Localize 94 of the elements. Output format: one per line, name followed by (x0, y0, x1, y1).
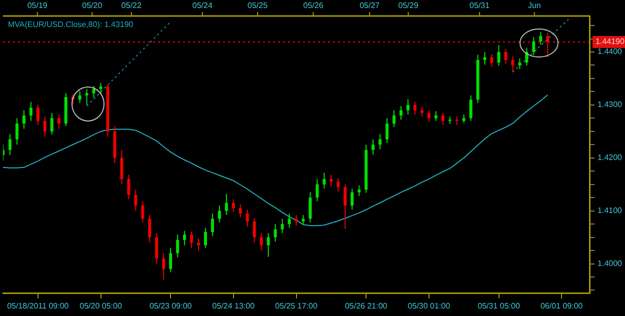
candlestick (316, 178, 319, 202)
candlestick (204, 227, 207, 248)
candlestick (546, 32, 550, 58)
y-tick-label: 1.4300 (598, 100, 623, 110)
candlestick (483, 52, 486, 66)
candlestick (22, 110, 26, 130)
candlestick (406, 98, 410, 115)
ref-line-label: 1.44190 (596, 37, 625, 46)
y-tick-label: 1.4100 (598, 206, 623, 216)
candlestick (78, 90, 82, 104)
candlestick (330, 174, 333, 187)
candlestick (169, 247, 172, 273)
candlestick (232, 198, 235, 212)
candlestick (148, 214, 152, 244)
candlestick (518, 58, 522, 70)
x-tick-label: 05/24 13:00 (212, 301, 256, 310)
candlestick (469, 94, 472, 122)
candlestick (288, 212, 291, 228)
candlestick (358, 184, 361, 196)
candlestick (280, 218, 284, 234)
candlestick (504, 48, 508, 64)
candlestick (372, 138, 375, 156)
candlestick (420, 106, 424, 118)
candlestick (308, 192, 312, 223)
candlestick (43, 116, 46, 138)
text: 05/25 (248, 1, 268, 10)
text: MVA(EUR/USD.Close,80): 1.43190 (8, 20, 134, 30)
candlestick (183, 230, 186, 246)
text: 05/31 (470, 1, 490, 10)
candlestick (260, 232, 263, 252)
y-tick-label: 1.4000 (598, 258, 623, 268)
candlestick (155, 232, 158, 264)
candlestick (36, 104, 40, 126)
candlestick (344, 184, 347, 230)
candlestick (238, 204, 242, 218)
candlestick (497, 44, 500, 66)
text: 05/26 (303, 1, 324, 10)
candlestick (441, 112, 444, 126)
x-tick-label: 05/30 01:00 (408, 301, 451, 310)
candlestick (134, 189, 138, 212)
candlestick (539, 31, 542, 46)
candlestick (218, 205, 221, 223)
candlestick (162, 252, 166, 280)
text: 05/27 (360, 1, 380, 10)
candlestick (210, 212, 214, 237)
candlestick (294, 214, 298, 226)
candlestick (434, 110, 438, 122)
x-tick-label: 05/31 05:00 (478, 301, 520, 310)
y-tick-label: 1.4400 (598, 47, 623, 56)
candlestick (57, 114, 60, 130)
candlestick (350, 188, 354, 210)
candlestick (120, 149, 124, 185)
text: 05/19 (27, 1, 48, 10)
candlestick (8, 134, 12, 156)
candlestick (386, 118, 389, 144)
candlestick (224, 193, 228, 216)
candlestick (490, 54, 494, 68)
candlestick (532, 36, 536, 56)
candlestick (266, 232, 270, 258)
candlestick (197, 238, 200, 252)
text: 05/29 (398, 1, 419, 10)
x-tick-label: 05/25 17:00 (275, 301, 318, 310)
candlestick (274, 224, 277, 242)
x-tick-label: 05/20 05:00 (80, 301, 122, 310)
candlestick (427, 110, 430, 122)
candlestick (246, 209, 249, 228)
candlestick (85, 88, 88, 106)
candlestick (400, 105, 403, 120)
text: 05/20 (82, 1, 103, 10)
candlestick (92, 85, 96, 98)
candlestick (50, 112, 54, 136)
candlestick (413, 101, 416, 115)
candlestick (252, 218, 256, 244)
candlestick (15, 118, 18, 146)
candlestick (322, 172, 326, 190)
x-tick-label: 05/23 09:00 (149, 301, 192, 310)
x-tick-label: 06/01 09:00 (540, 301, 584, 310)
candlestick (302, 214, 305, 226)
candlestick (190, 231, 194, 248)
candlestick (392, 110, 396, 128)
candlestick (127, 174, 130, 200)
candlestick (141, 200, 144, 223)
text: 05/22 (121, 1, 142, 10)
candlestick (29, 101, 32, 122)
candlestick (99, 82, 102, 95)
text: 05/24 (192, 1, 213, 10)
candlestick (176, 234, 180, 258)
candlestick (378, 134, 382, 150)
x-tick-label: 05/26 21:00 (344, 301, 388, 310)
x-tick-label: 05/18/2011 09:00 (7, 301, 70, 310)
y-tick-label: 1.4200 (598, 153, 623, 162)
candlestick (336, 177, 340, 192)
text: Jun (528, 1, 541, 10)
candlestick (511, 56, 514, 73)
